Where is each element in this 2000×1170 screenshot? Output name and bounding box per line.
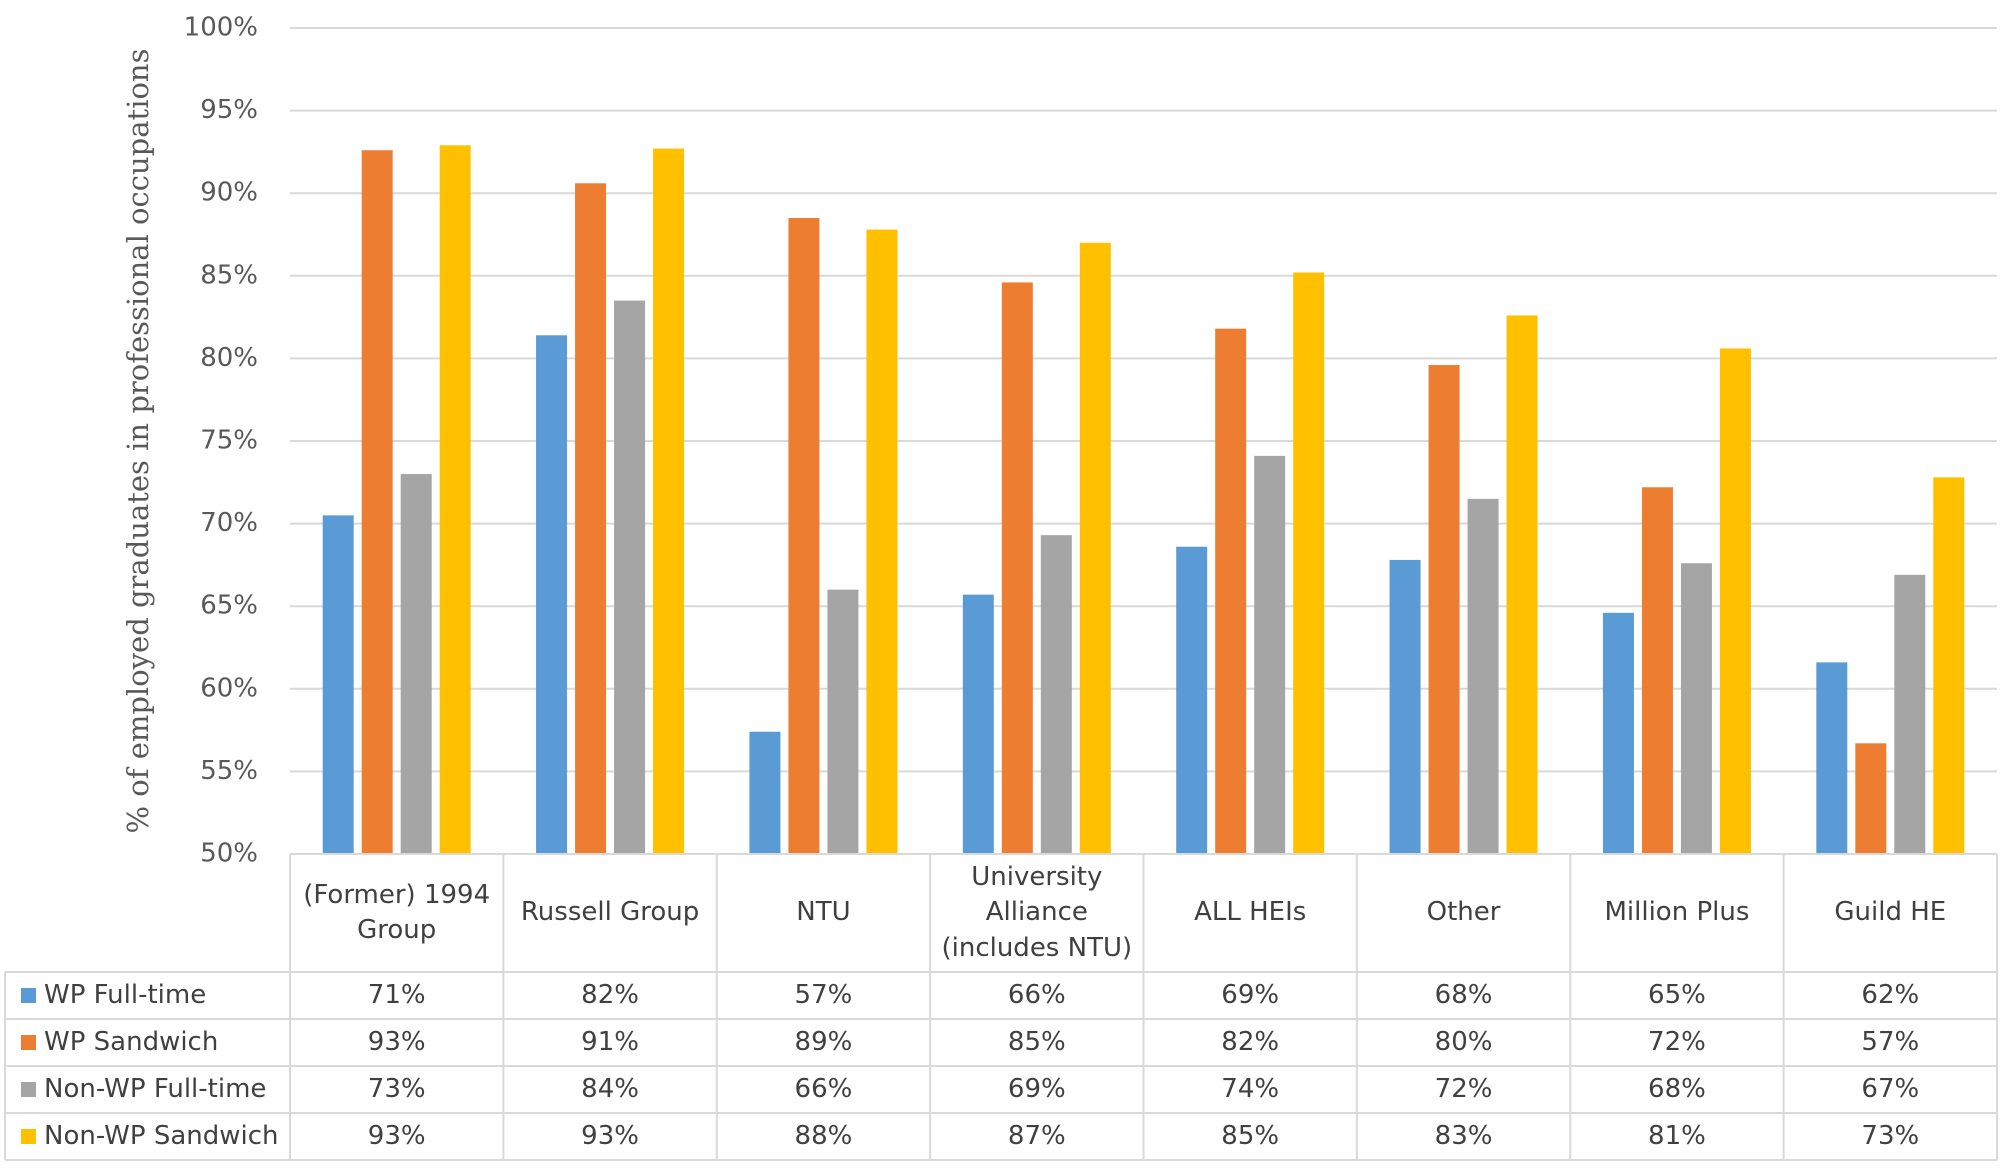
table-value: 65% [1648,979,1706,1010]
bar [1506,315,1538,854]
table-value: 57% [794,979,853,1010]
legend-label: WP Sandwich [44,1026,219,1057]
table-value: 82% [581,979,639,1010]
legend-label: Non-WP Sandwich [44,1120,279,1151]
bar [1254,455,1286,854]
table-value: 71% [367,979,426,1010]
table-value: 74% [1221,1073,1280,1104]
bar [1293,272,1325,855]
y-tick-label: 60% [200,673,258,703]
table-value: 73% [367,1073,426,1104]
table-value: 93% [581,1120,639,1151]
legend-entry: Non-WP Sandwich [5,1113,290,1160]
table-value: 72% [1434,1073,1493,1104]
bar [1428,365,1460,854]
bar [1855,743,1887,854]
y-tick-label: 85% [200,260,258,290]
table-value: 73% [1861,1120,1920,1151]
bar [322,515,354,854]
y-axis-label: % of employed graduates in professional … [121,49,155,834]
table-value: 85% [1007,1026,1066,1057]
x-tick-label: Russell Group [520,897,700,928]
y-tick-label: 70% [200,508,258,538]
bar [1215,328,1247,854]
table-value: 69% [1221,979,1280,1010]
bar [1816,662,1848,854]
table-value: 57% [1861,1026,1920,1057]
legend-entry: WP Sandwich [5,1019,290,1066]
bar [1933,477,1965,854]
bar [1894,574,1926,854]
bar [614,300,646,855]
table-value: 69% [1007,1073,1066,1104]
legend-swatch [21,988,36,1003]
table-value: 91% [581,1026,639,1057]
table-value: 67% [1861,1073,1920,1104]
x-tick-label: ALL HEIs [1194,897,1307,928]
table-value: 85% [1221,1120,1280,1151]
bar [1641,487,1673,854]
y-tick-label: 95% [200,95,258,125]
bar [439,145,471,855]
bar [749,731,781,854]
bar [1176,546,1208,854]
table-value: 87% [1007,1120,1066,1151]
table-value: 89% [794,1026,853,1057]
x-tick-label: NTU [796,897,851,928]
x-tick-label: Guild HE [1834,897,1947,928]
y-tick-label: 80% [200,343,258,373]
table-value: 93% [367,1120,426,1151]
bar [866,229,898,854]
x-tick-label: Million Plus [1604,897,1750,928]
bar [1389,559,1421,854]
table-value: 93% [367,1026,426,1057]
legend-entry: Non-WP Full-time [5,1066,290,1113]
x-tick-label: Other [1426,897,1501,928]
table-value: 81% [1648,1120,1706,1151]
bar [400,474,432,854]
legend-label: Non-WP Full-time [44,1073,267,1104]
table-value: 68% [1434,979,1493,1010]
bar [962,594,994,854]
y-tick-label: 50% [200,839,258,869]
x-tick-label: (Former) 1994 Group [303,879,491,945]
y-tick-label: 55% [200,756,258,786]
legend-swatch [21,1035,36,1050]
bar [788,217,820,855]
legend-swatch [21,1082,36,1097]
table-value: 84% [581,1073,639,1104]
table-value: 82% [1221,1026,1280,1057]
bar [1467,498,1499,854]
bar [1719,348,1751,854]
y-tick-label: 100% [184,13,258,43]
bar [827,589,859,854]
bar [536,335,568,855]
table-value: 66% [1007,979,1066,1010]
x-tick-label: University Alliance (includes NTU) [941,862,1133,963]
bar [1040,535,1072,854]
table-value: 72% [1648,1026,1706,1057]
table-value: 66% [794,1073,853,1104]
y-tick-label: 90% [200,178,258,208]
bar [1079,242,1111,854]
legend-entry: WP Full-time [5,972,290,1019]
bar [1680,563,1712,854]
bar [361,150,393,855]
legend-swatch [21,1129,36,1144]
table-value: 83% [1434,1120,1493,1151]
bar [653,148,685,854]
y-tick-label: 75% [200,426,258,456]
table-value: 80% [1434,1026,1493,1057]
table-value: 88% [794,1120,853,1151]
table-value: 62% [1861,979,1920,1010]
legend-label: WP Full-time [44,979,207,1010]
bar [575,183,607,855]
bar [1001,282,1033,855]
table-value: 68% [1648,1073,1706,1104]
bar [1602,612,1634,854]
y-tick-label: 65% [200,591,258,621]
